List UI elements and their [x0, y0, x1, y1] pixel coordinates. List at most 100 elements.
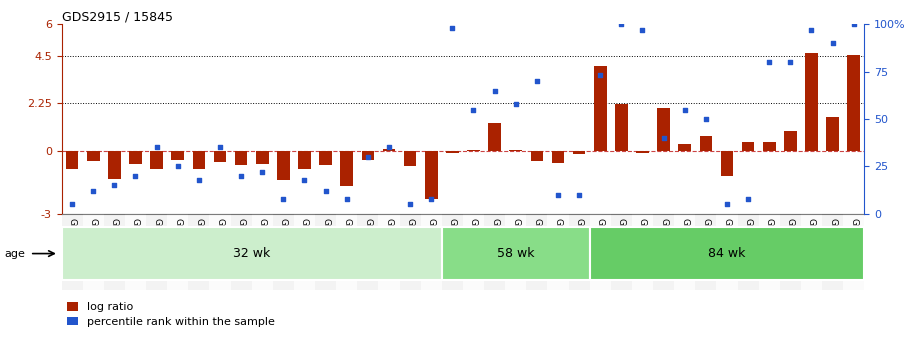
Text: GSM97313: GSM97313 — [828, 218, 837, 267]
Bar — [489, 123, 501, 151]
Point — [233, 173, 248, 179]
Text: GSM97283: GSM97283 — [195, 218, 204, 267]
Text: GSM97286: GSM97286 — [258, 218, 267, 267]
Bar — [66, 151, 79, 169]
Bar — [530, 151, 543, 161]
Text: GSM97278: GSM97278 — [89, 218, 98, 267]
Bar — [763, 142, 776, 151]
Point — [741, 196, 756, 201]
Point — [255, 169, 270, 175]
Bar — [188, 214, 209, 290]
Point — [424, 196, 438, 201]
Text: GSM97311: GSM97311 — [786, 218, 795, 267]
Text: GSM97302: GSM97302 — [595, 218, 605, 267]
Bar — [399, 214, 421, 290]
Point — [488, 88, 502, 93]
Bar — [717, 214, 738, 290]
Text: GSM97290: GSM97290 — [342, 218, 351, 267]
Text: GSM97282: GSM97282 — [173, 218, 182, 267]
Bar — [252, 214, 272, 290]
Point — [107, 183, 121, 188]
Point — [635, 27, 650, 32]
Text: 58 wk: 58 wk — [497, 247, 535, 260]
Bar — [171, 151, 184, 160]
Text: GSM97312: GSM97312 — [807, 218, 816, 267]
Point — [719, 201, 734, 207]
Bar — [319, 151, 332, 165]
Bar — [234, 151, 247, 165]
Text: GSM97306: GSM97306 — [681, 218, 690, 267]
Bar — [527, 214, 548, 290]
Point — [129, 173, 143, 179]
Bar — [695, 214, 717, 290]
Bar — [129, 151, 142, 164]
Bar — [843, 214, 864, 290]
Bar — [573, 151, 586, 154]
Bar — [231, 214, 252, 290]
Point — [656, 135, 671, 141]
Text: GSM97281: GSM97281 — [152, 218, 161, 267]
Text: GSM97296: GSM97296 — [469, 218, 478, 267]
Point — [846, 21, 861, 27]
Bar — [615, 104, 628, 151]
Bar — [104, 214, 125, 290]
Bar — [125, 214, 146, 290]
Bar — [146, 214, 167, 290]
Bar — [421, 214, 442, 290]
Text: GSM97291: GSM97291 — [363, 218, 372, 267]
Bar — [315, 214, 336, 290]
Text: GSM97288: GSM97288 — [300, 218, 309, 267]
Point — [551, 192, 566, 198]
Bar — [590, 214, 611, 290]
Bar — [336, 214, 357, 290]
Text: GSM97310: GSM97310 — [765, 218, 774, 267]
Point — [762, 59, 776, 65]
Bar — [636, 151, 649, 153]
Text: GSM97287: GSM97287 — [279, 218, 288, 267]
Bar — [442, 227, 590, 280]
Text: age: age — [5, 249, 25, 258]
Text: GSM97292: GSM97292 — [385, 218, 394, 267]
Bar — [505, 214, 527, 290]
Text: GSM97280: GSM97280 — [131, 218, 140, 267]
Bar — [780, 214, 801, 290]
Point — [509, 101, 523, 107]
Bar — [805, 52, 818, 151]
Bar — [298, 151, 310, 169]
Bar — [822, 214, 843, 290]
Point — [192, 177, 206, 183]
Bar — [167, 214, 188, 290]
Text: GSM97294: GSM97294 — [427, 218, 435, 267]
Text: GSM97304: GSM97304 — [638, 218, 647, 267]
Point — [86, 188, 100, 194]
Text: 32 wk: 32 wk — [233, 247, 271, 260]
Text: GSM97293: GSM97293 — [405, 218, 414, 267]
Point — [170, 164, 185, 169]
Text: GSM97300: GSM97300 — [554, 218, 563, 267]
Point — [699, 116, 713, 122]
Bar — [340, 151, 353, 187]
Bar — [272, 214, 294, 290]
Bar — [552, 151, 565, 163]
Bar — [657, 108, 670, 151]
Point — [614, 21, 629, 27]
Bar — [361, 151, 374, 160]
Bar — [62, 227, 442, 280]
Bar — [484, 214, 505, 290]
Point — [297, 177, 311, 183]
Bar — [108, 151, 120, 179]
Text: 84 wk: 84 wk — [709, 247, 746, 260]
Bar — [150, 151, 163, 169]
Text: GSM97295: GSM97295 — [448, 218, 457, 267]
Text: GSM97298: GSM97298 — [511, 218, 520, 267]
Point — [149, 145, 164, 150]
Bar — [594, 66, 606, 151]
Text: GSM97285: GSM97285 — [236, 218, 245, 267]
Point — [65, 201, 80, 207]
Bar — [277, 151, 290, 180]
Text: GDS2915 / 15845: GDS2915 / 15845 — [62, 10, 173, 23]
Bar — [193, 151, 205, 169]
Point — [466, 107, 481, 112]
Point — [403, 201, 417, 207]
Text: GSM97279: GSM97279 — [110, 218, 119, 267]
